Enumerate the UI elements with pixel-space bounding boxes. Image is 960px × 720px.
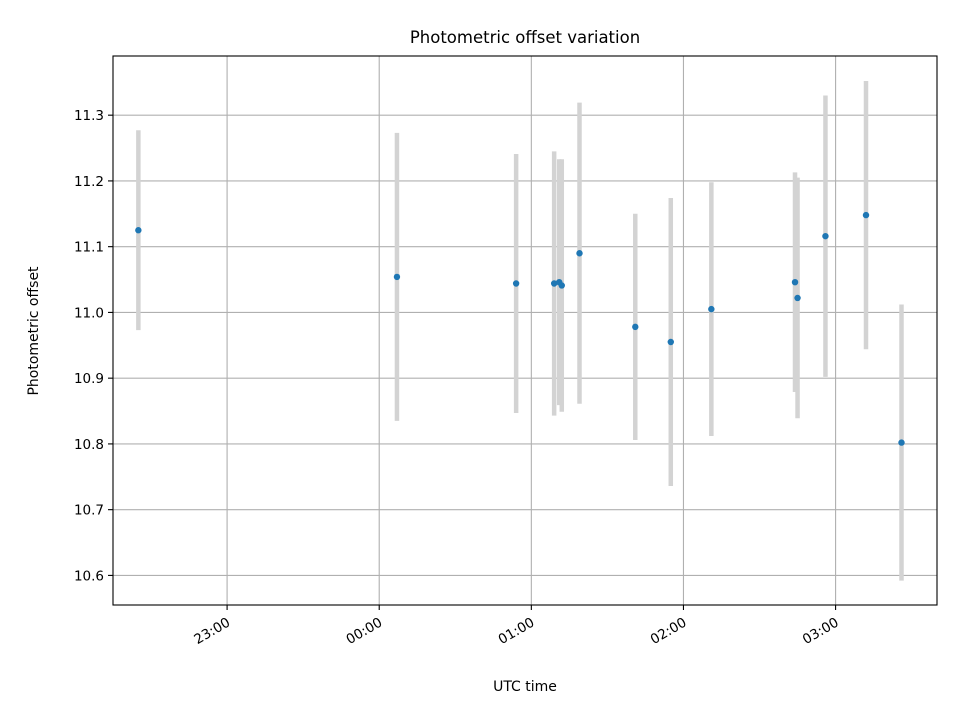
data-point [794, 294, 801, 302]
y-tick-label: 10.6 [74, 568, 104, 584]
data-point [708, 305, 715, 313]
y-axis-label: Photometric offset [26, 266, 42, 396]
y-axis-ticks: 10.6 10.7 10.8 10.9 11.0 11.1 11.2 11.3 [74, 108, 113, 584]
data-point [558, 282, 565, 289]
y-tick-label: 11.1 [74, 240, 104, 256]
data-point [550, 280, 558, 287]
data-point [862, 211, 870, 219]
y-tick-label: 11.2 [74, 174, 104, 190]
data-point [632, 323, 639, 331]
y-tick-label: 11.0 [74, 305, 104, 321]
data-point [576, 250, 583, 257]
data-point [791, 278, 799, 286]
y-tick-label: 10.9 [74, 371, 104, 387]
chart-title: Photometric offset variation [410, 28, 640, 47]
data-point [393, 273, 401, 281]
data-points [135, 211, 905, 446]
x-axis-label: UTC time [493, 679, 557, 695]
data-point [898, 439, 905, 446]
data-point [135, 227, 142, 234]
plot-frame [112, 55, 938, 606]
data-point [512, 280, 520, 287]
data-point [822, 232, 829, 240]
y-tick-label: 10.7 [74, 503, 104, 519]
data-point [667, 338, 674, 346]
y-tick-label: 10.8 [74, 437, 104, 453]
y-tick-label: 11.3 [74, 108, 104, 124]
